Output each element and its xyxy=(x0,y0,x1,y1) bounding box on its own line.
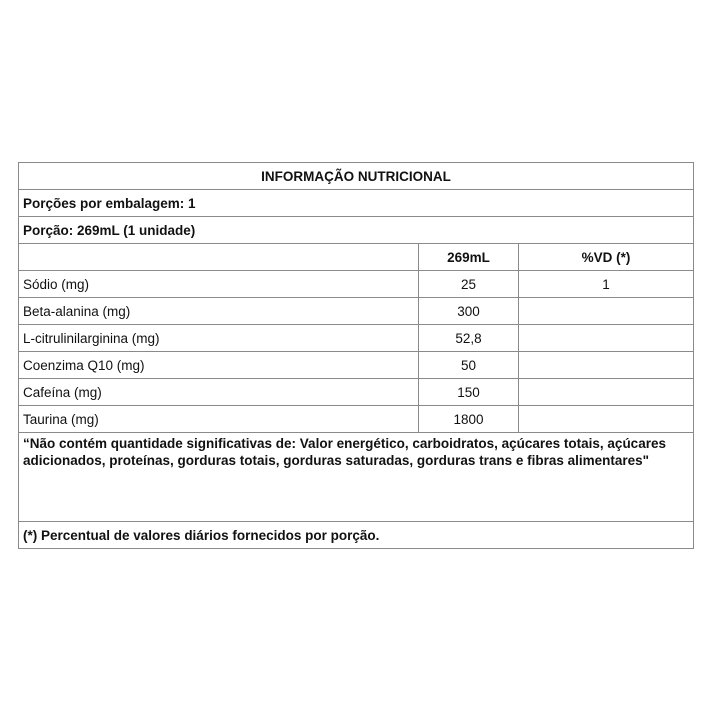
table-row: Sódio (mg) 25 1 xyxy=(18,270,694,298)
nutrient-name: Cafeína (mg) xyxy=(18,378,419,406)
header-blank xyxy=(18,243,419,271)
nutrient-name: Sódio (mg) xyxy=(18,270,419,298)
nutrient-dv xyxy=(518,351,694,379)
table-row: Beta-alanina (mg) 300 xyxy=(18,297,694,325)
nutrient-name: L-citrulinilarginina (mg) xyxy=(18,324,419,352)
table-title: INFORMAÇÃO NUTRICIONAL xyxy=(18,162,694,190)
header-dv: %VD (*) xyxy=(518,243,694,271)
nutrient-dv: 1 xyxy=(518,270,694,298)
header-amount: 269mL xyxy=(418,243,519,271)
nutrition-facts-table: INFORMAÇÃO NUTRICIONAL Porções por embal… xyxy=(18,162,694,549)
nutrient-amount: 50 xyxy=(418,351,519,379)
nutrient-amount: 1800 xyxy=(418,405,519,433)
nutrient-dv xyxy=(518,297,694,325)
nutrient-amount: 150 xyxy=(418,378,519,406)
nutrient-name: Beta-alanina (mg) xyxy=(18,297,419,325)
table-row: Coenzima Q10 (mg) 50 xyxy=(18,351,694,379)
nutrient-dv xyxy=(518,405,694,433)
nutrient-amount: 52,8 xyxy=(418,324,519,352)
nutrient-amount: 300 xyxy=(418,297,519,325)
nutrient-dv xyxy=(518,378,694,406)
table-row: Cafeína (mg) 150 xyxy=(18,378,694,406)
nutrient-name: Taurina (mg) xyxy=(18,405,419,433)
table-row: Taurina (mg) 1800 xyxy=(18,405,694,433)
nutrient-dv xyxy=(518,324,694,352)
nutrient-name: Coenzima Q10 (mg) xyxy=(18,351,419,379)
servings-per-package: Porções por embalagem: 1 xyxy=(18,189,694,217)
nutrient-amount: 25 xyxy=(418,270,519,298)
table-row: L-citrulinilarginina (mg) 52,8 xyxy=(18,324,694,352)
header-row: 269mL %VD (*) xyxy=(18,243,694,271)
serving-size: Porção: 269mL (1 unidade) xyxy=(18,216,694,244)
daily-value-footnote: (*) Percentual de valores diários fornec… xyxy=(18,521,694,549)
insignificant-quantities-note: “Não contém quantidade significativas de… xyxy=(18,432,694,522)
